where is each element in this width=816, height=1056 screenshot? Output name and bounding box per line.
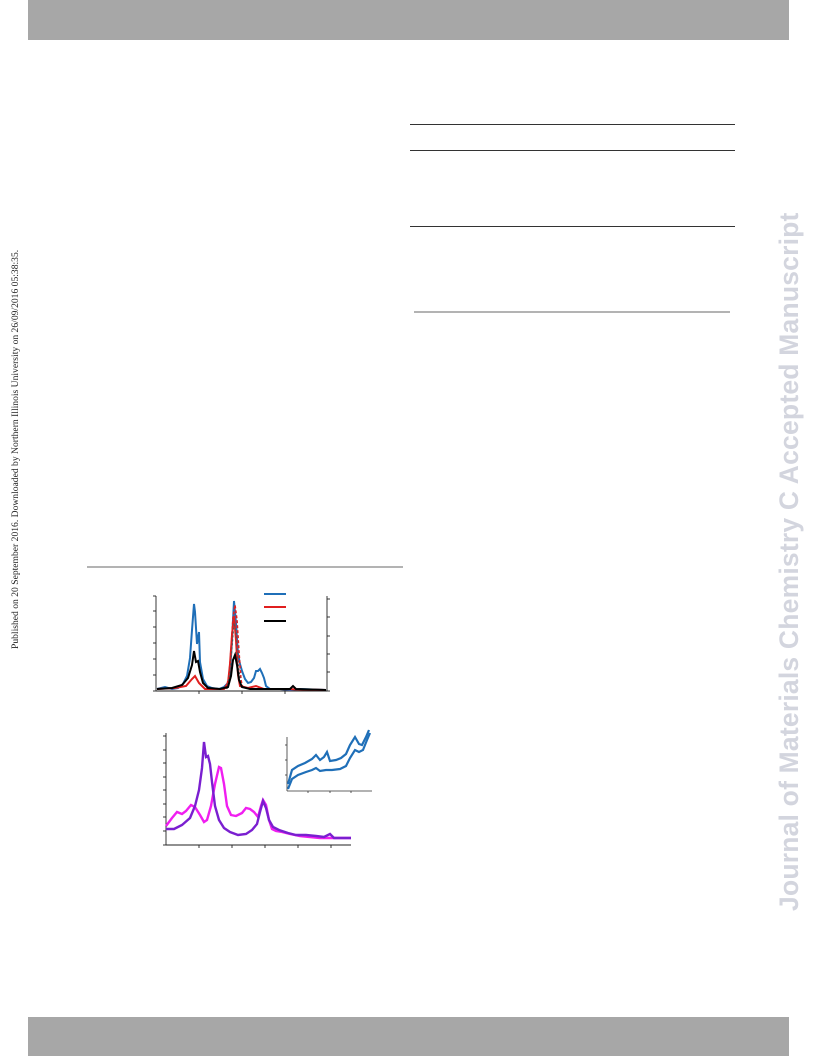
inset-trace-lower [286,732,372,790]
table-header-rule [410,150,735,151]
inset-trace-upper [286,729,371,785]
trace-black [156,650,327,691]
header-band [28,0,789,40]
table-top-rule [410,124,735,125]
trace-purple [166,741,351,840]
footer-band [28,1017,789,1056]
trace-red [156,615,327,691]
trace-red-dashed-gray [226,622,242,690]
right-section-divider [414,311,730,313]
figure-divider [87,566,403,568]
trace-red-dashed [225,604,244,690]
trace-magenta [165,765,351,840]
table-bottom-rule [410,226,735,227]
